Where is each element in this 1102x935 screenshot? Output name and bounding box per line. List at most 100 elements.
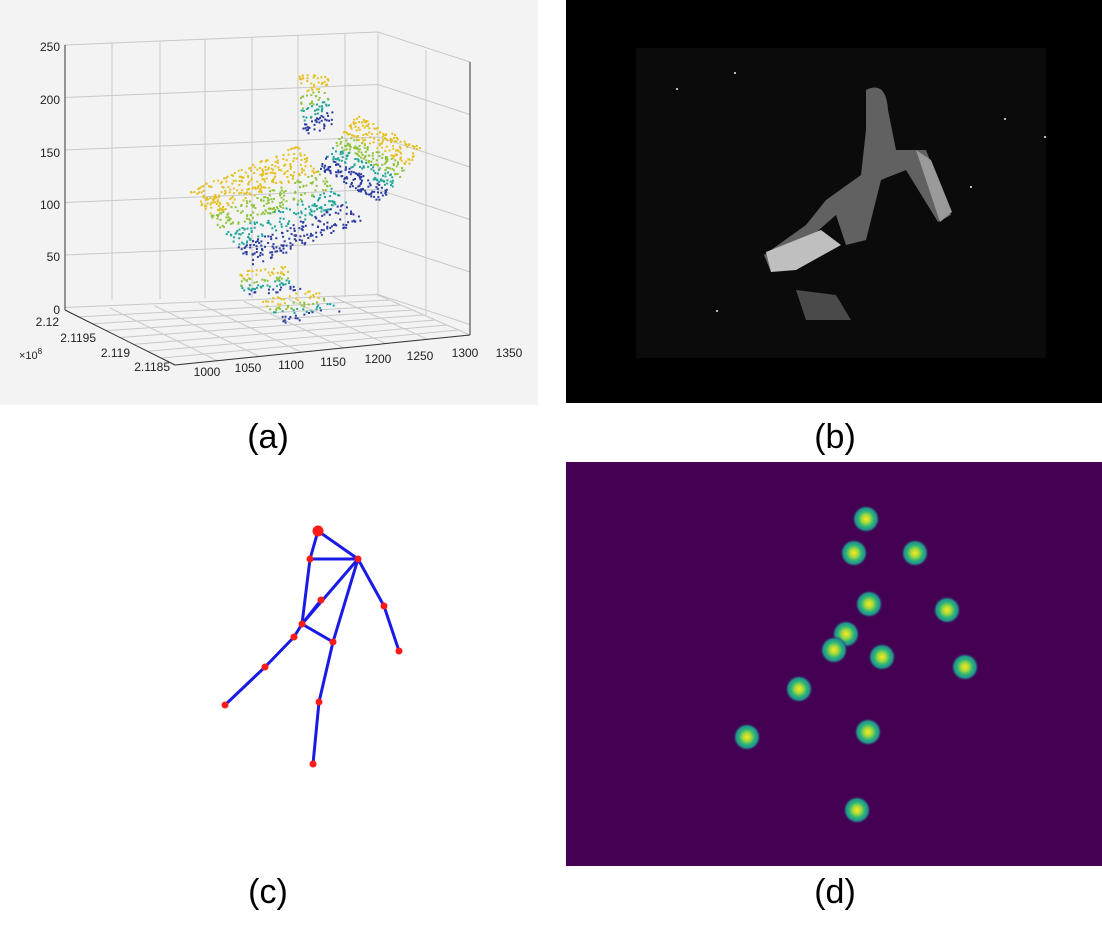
data-point [312, 167, 315, 170]
data-point [237, 246, 240, 249]
data-point [262, 260, 265, 263]
data-point [282, 191, 285, 194]
data-point [283, 302, 286, 305]
data-point [372, 169, 375, 172]
data-point [315, 121, 318, 124]
data-point [395, 140, 398, 143]
data-point [271, 253, 274, 256]
data-point [355, 172, 358, 175]
data-point [345, 212, 348, 215]
skeleton-bone [300, 599, 323, 625]
data-point [312, 294, 315, 297]
data-point [243, 228, 246, 231]
data-point [354, 178, 356, 180]
data-point [252, 163, 255, 166]
data-point [241, 180, 244, 183]
data-point [300, 212, 303, 215]
data-point [298, 319, 301, 322]
data-point [257, 235, 260, 238]
data-point [339, 142, 342, 145]
data-point [229, 197, 232, 200]
data-point [264, 279, 266, 282]
data-point [310, 82, 313, 85]
data-point [330, 190, 333, 193]
data-point [253, 221, 256, 224]
data-point [384, 189, 387, 192]
data-point [292, 160, 295, 163]
data-point [264, 235, 266, 238]
data-point [219, 207, 221, 210]
data-point [357, 215, 360, 218]
data-point [391, 132, 394, 135]
data-point [301, 229, 304, 232]
data-point [265, 160, 267, 163]
data-point [342, 223, 345, 226]
skeleton-figure [221, 525, 403, 768]
data-point [275, 246, 278, 249]
data-point [250, 230, 253, 233]
data-point [315, 108, 318, 111]
data-point [288, 317, 291, 320]
data-point [318, 206, 321, 209]
data-point [254, 187, 257, 190]
data-point [341, 156, 344, 159]
data-point [367, 165, 370, 168]
data-point [297, 212, 300, 215]
data-point [300, 109, 303, 112]
data-point [288, 220, 291, 223]
data-point [231, 195, 234, 198]
data-point [284, 190, 287, 192]
data-point [303, 305, 306, 308]
data-point [302, 308, 305, 311]
data-point [303, 154, 306, 156]
data-point [309, 235, 312, 238]
data-point [362, 133, 365, 136]
grid-line [119, 314, 425, 338]
data-point [305, 129, 308, 132]
data-point [311, 214, 314, 217]
data-point [396, 149, 399, 152]
data-point [378, 184, 381, 186]
data-point [315, 170, 318, 173]
data-point [385, 188, 388, 191]
data-point [346, 132, 348, 135]
data-point [275, 276, 278, 279]
data-point [345, 176, 348, 179]
data-point [337, 212, 340, 215]
data-point [277, 296, 279, 299]
data-point [233, 198, 236, 201]
data-point [267, 241, 270, 244]
data-point [241, 210, 244, 213]
data-point [311, 234, 314, 237]
data-point [373, 137, 376, 140]
x-tick-label: 1100 [278, 358, 304, 372]
data-point [215, 214, 218, 217]
data-point [246, 215, 249, 218]
data-point [232, 221, 234, 224]
data-point [253, 252, 256, 255]
data-point [200, 204, 203, 207]
data-point [320, 105, 323, 108]
data-point [392, 147, 395, 150]
data-point [252, 216, 254, 219]
data-point [323, 101, 326, 104]
data-point [246, 240, 249, 243]
data-point [299, 287, 302, 290]
data-point [237, 222, 240, 225]
data-point [310, 210, 313, 213]
data-point [300, 304, 303, 307]
data-point [350, 170, 353, 173]
data-point [344, 177, 347, 179]
data-point [279, 194, 281, 197]
data-point [251, 253, 254, 256]
noise-pixel [1044, 136, 1046, 138]
data-point [376, 187, 379, 190]
data-point [237, 221, 240, 224]
data-point [415, 144, 418, 147]
data-point [350, 181, 353, 184]
data-point [266, 197, 269, 199]
data-point [240, 284, 243, 287]
data-point [300, 82, 303, 85]
data-point [253, 194, 256, 197]
data-point [257, 284, 260, 287]
